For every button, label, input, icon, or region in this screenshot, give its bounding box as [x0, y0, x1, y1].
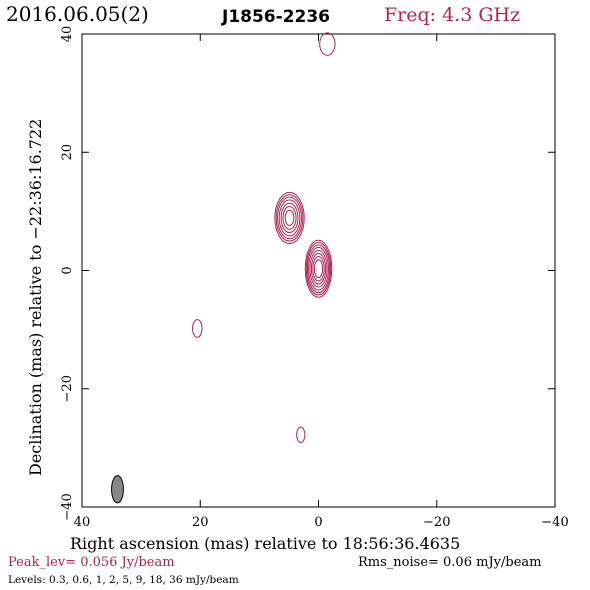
contour-blob-bottom-ring [296, 426, 306, 444]
y-tick-label: 40 [60, 26, 75, 43]
y-tick-labels: −40 −20 0 20 40 [60, 26, 75, 521]
x-tick-label: 0 [314, 515, 322, 530]
contour-core-ring [305, 242, 332, 296]
y-tick-label: −40 [60, 493, 75, 520]
y-tick-label: 20 [60, 144, 75, 161]
beam-ellipse-group [111, 475, 124, 504]
y-tick-label: −20 [60, 375, 75, 402]
x-tick-label: 20 [192, 515, 209, 530]
x-tick-labels: 40 20 0 −20 −40 [74, 515, 569, 530]
x-axis-label: Right ascension (mas) relative to 18:56:… [70, 534, 460, 553]
contour-blob-left-ring [192, 319, 203, 338]
source-name: J1856-2236 [221, 7, 330, 27]
x-tick-label: 40 [74, 515, 91, 530]
contour-jet-north-ring [278, 199, 301, 237]
contour-jet-north-ring [280, 202, 299, 234]
peak-level: Peak_lev= 0.056 Jy/beam [8, 555, 175, 570]
plot-frame [81, 33, 556, 508]
contour-core-ring [313, 259, 324, 279]
contour-core-ring [312, 256, 325, 282]
contour-jet-north-ring [274, 191, 305, 244]
axis-ticks [81, 33, 556, 508]
contour-lines [192, 32, 336, 444]
x-tick-label: −40 [541, 515, 568, 530]
contour-core-ring [308, 246, 329, 291]
contour-core-ring [310, 252, 327, 285]
frequency-label: Freq: 4.3 GHz [384, 4, 520, 26]
rms-noise: Rms_noise= 0.06 mJy/beam [358, 555, 541, 570]
contour-levels: Levels: 0.3, 0.6, 1, 2, 5, 9, 18, 36 mJy… [8, 574, 239, 586]
contour-jet-north-ring [275, 194, 304, 242]
observation-date: 2016.06.05(2) [6, 2, 149, 26]
contour-core-ring [304, 239, 333, 298]
contour-blob-top-ring [319, 32, 336, 56]
contour-jet-north-ring [282, 206, 297, 230]
contour-jet-north-ring [277, 196, 302, 240]
contour-core-ring [309, 249, 328, 288]
contour-jet-north-ring [284, 209, 295, 226]
beam-ellipse [111, 475, 124, 504]
contour-core-ring [306, 244, 331, 294]
y-axis-label: Declination (mas) relative to −22:36:16.… [26, 119, 45, 476]
y-tick-label: 0 [60, 266, 75, 274]
x-tick-label: −20 [423, 515, 450, 530]
